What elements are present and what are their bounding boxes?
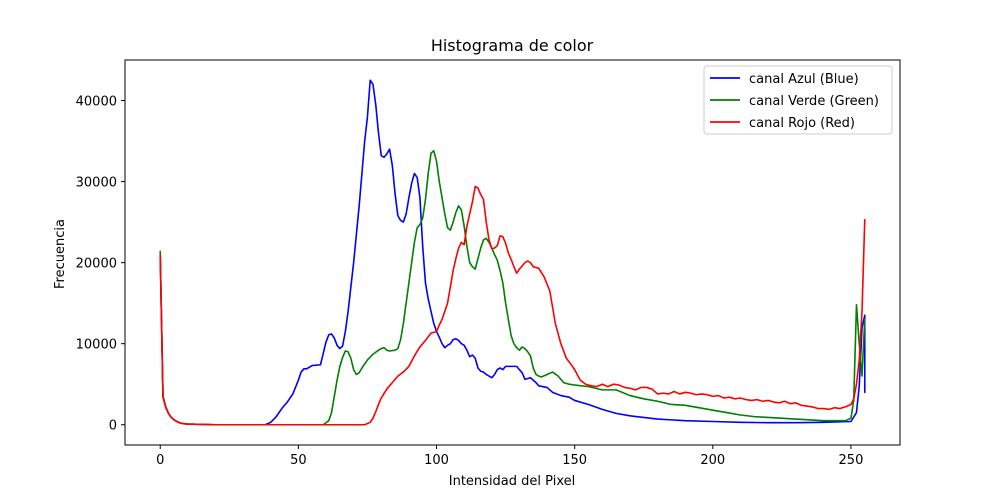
y-axis-label: Frecuencia — [53, 219, 68, 289]
x-tick-label: 250 — [839, 453, 864, 468]
x-tick-label: 50 — [290, 453, 307, 468]
y-tick-label: 10000 — [76, 338, 117, 353]
legend-label-2: canal Rojo (Red) — [749, 116, 855, 131]
series-line-0 — [159, 79, 866, 426]
x-tick-label: 200 — [700, 453, 725, 468]
x-axis-ticks: 0 50 100 150 200 250 — [156, 445, 863, 468]
series-line-2 — [159, 185, 866, 426]
x-tick-label: 150 — [562, 453, 587, 468]
legend-box — [703, 65, 893, 135]
legend-label-1: canal Verde (Green) — [749, 94, 879, 109]
y-tick-label: 20000 — [76, 257, 117, 272]
x-tick-label: 0 — [156, 453, 164, 468]
legend-entries: canal Azul (Blue) canal Verde (Green) cana… — [710, 72, 879, 131]
series-line-1 — [159, 149, 866, 426]
legend-label-0: canal Azul (Blue) — [749, 72, 859, 87]
plot-frame — [124, 59, 901, 446]
x-axis-label: Intensidad del Pixel — [449, 474, 575, 489]
y-tick-label: 40000 — [76, 95, 117, 110]
y-axis-ticks: 0 10000 20000 30000 40000 — [76, 95, 125, 434]
y-tick-label: 30000 — [76, 176, 117, 191]
chart-title: Histograma de color — [431, 36, 594, 55]
plot-lines — [159, 79, 866, 426]
y-tick-label: 0 — [109, 419, 117, 434]
legend: canal Azul (Blue) canal Verde (Green) cana… — [703, 65, 893, 135]
x-tick-label: 100 — [424, 453, 449, 468]
